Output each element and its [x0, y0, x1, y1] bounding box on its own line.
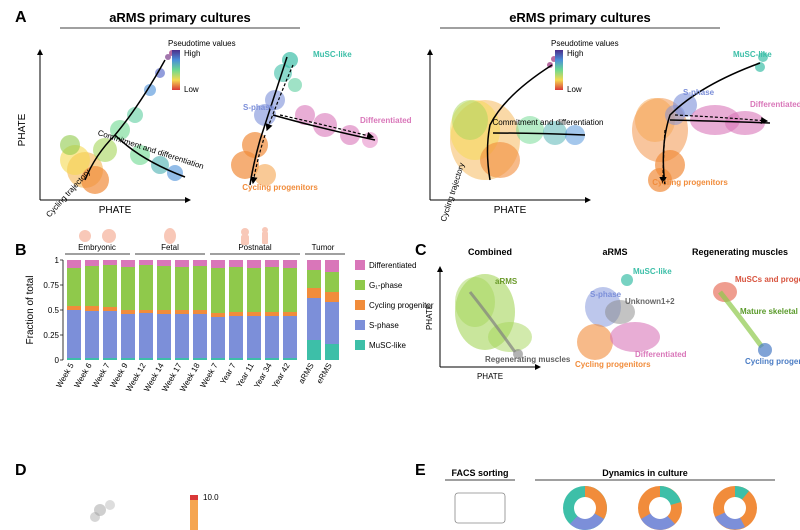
label-e: E: [415, 462, 426, 479]
svg-text:Cycling progenitors: Cycling progenitors: [745, 357, 800, 366]
svg-text:Embryonic: Embryonic: [78, 243, 116, 252]
erms-title: eRMS primary cultures: [509, 10, 651, 25]
svg-text:PHATE: PHATE: [99, 205, 132, 216]
svg-text:Cycling trajectory: Cycling trajectory: [439, 162, 467, 223]
svg-text:Unknown1+2: Unknown1+2: [625, 297, 675, 306]
svg-text:PHATE: PHATE: [477, 372, 503, 381]
svg-text:Cycling progenitors: Cycling progenitors: [575, 360, 651, 369]
svg-text:Differentiated: Differentiated: [360, 116, 412, 125]
svg-text:Low: Low: [184, 85, 199, 94]
svg-text:S-phase: S-phase: [369, 321, 399, 330]
svg-text:G₁-phase: G₁-phase: [369, 281, 403, 290]
svg-text:Combined: Combined: [468, 247, 512, 257]
svg-text:Differentiated: Differentiated: [369, 261, 416, 270]
svg-text:Fraction of total: Fraction of total: [25, 276, 36, 345]
svg-text:0.5: 0.5: [48, 306, 60, 315]
svg-text:High: High: [567, 49, 583, 58]
svg-text:Tumor: Tumor: [312, 243, 335, 252]
svg-text:0.75: 0.75: [43, 281, 59, 290]
svg-text:aRMS: aRMS: [602, 247, 627, 257]
svg-text:Cycling progenitors: Cycling progenitors: [652, 178, 728, 187]
svg-text:Regenerating muscles: Regenerating muscles: [485, 355, 571, 364]
svg-text:Differentiated: Differentiated: [635, 350, 687, 359]
svg-text:MuSC-like: MuSC-like: [633, 267, 672, 276]
arms-title: aRMS primary cultures: [109, 10, 251, 25]
panel-c: Combined PHATE PHATE aRMS Regenerating m…: [425, 247, 800, 381]
svg-text:MuSCs and progenitors: MuSCs and progenitors: [735, 275, 800, 284]
svg-text:aRMS: aRMS: [495, 277, 518, 286]
svg-text:MuSC-like: MuSC-like: [369, 341, 406, 350]
svg-text:High: High: [184, 49, 200, 58]
svg-text:Commitment and differentiation: Commitment and differentiation: [492, 118, 603, 127]
label-d: D: [15, 462, 27, 479]
erms-population-scatter: MuSC-like S-phase Differentiated Cycling…: [632, 50, 800, 192]
svg-text:Pseudotime values: Pseudotime values: [551, 39, 619, 48]
svg-text:Year 42: Year 42: [270, 361, 292, 390]
svg-text:Mature skeletal muscles: Mature skeletal muscles: [740, 307, 800, 316]
svg-text:Differentiated: Differentiated: [750, 100, 800, 109]
svg-text:PHATE: PHATE: [425, 304, 434, 330]
label-b: B: [15, 242, 27, 259]
svg-text:Cycling progenitors: Cycling progenitors: [242, 183, 318, 192]
svg-text:Low: Low: [567, 85, 582, 94]
svg-text:S-phase: S-phase: [683, 88, 715, 97]
svg-text:FACS sorting: FACS sorting: [451, 468, 508, 478]
svg-text:Week 7: Week 7: [198, 361, 220, 389]
svg-text:Dynamics in culture: Dynamics in culture: [602, 468, 688, 478]
svg-text:0: 0: [55, 356, 60, 365]
pseudotime-bar-erms: High Low Pseudotime values: [551, 39, 619, 94]
svg-text:1: 1: [55, 256, 60, 265]
svg-text:PHATE: PHATE: [494, 205, 527, 216]
label-c: C: [415, 242, 427, 259]
svg-text:S-phase: S-phase: [590, 290, 622, 299]
svg-text:MuSC-like: MuSC-like: [313, 50, 352, 59]
svg-text:10.0: 10.0: [203, 493, 219, 502]
pseudotime-bar-arms: High Low Pseudotime values: [168, 39, 236, 94]
panel-d-partial: 10.0: [90, 493, 219, 530]
panel-b-stacked-bar: Embryonic Fetal Postnatal Tumor 00.250.5…: [25, 227, 434, 393]
svg-text:Pseudotime values: Pseudotime values: [168, 39, 236, 48]
svg-text:MuSC-like: MuSC-like: [733, 50, 772, 59]
svg-text:0.25: 0.25: [43, 331, 59, 340]
svg-text:Regenerating muscles: Regenerating muscles: [692, 247, 788, 257]
arms-population-scatter: MuSC-like S-phase Differentiated Cycling…: [231, 50, 412, 192]
arms-pseudotime-scatter: PHATE Cycling trajectory Commitment and …: [40, 50, 205, 219]
svg-text:aRMS: aRMS: [297, 362, 316, 386]
svg-text:eRMS: eRMS: [315, 362, 334, 386]
erms-pseudotime-scatter: PHATE Cycling trajectory Commitment and …: [430, 50, 604, 223]
svg-text:Fetal: Fetal: [161, 243, 179, 252]
label-a: A: [15, 9, 27, 26]
svg-text:PHATE: PHATE: [17, 113, 28, 146]
svg-text:S-phase: S-phase: [243, 103, 275, 112]
panel-e-partial: FACS sorting Dynamics in culture: [445, 468, 775, 530]
